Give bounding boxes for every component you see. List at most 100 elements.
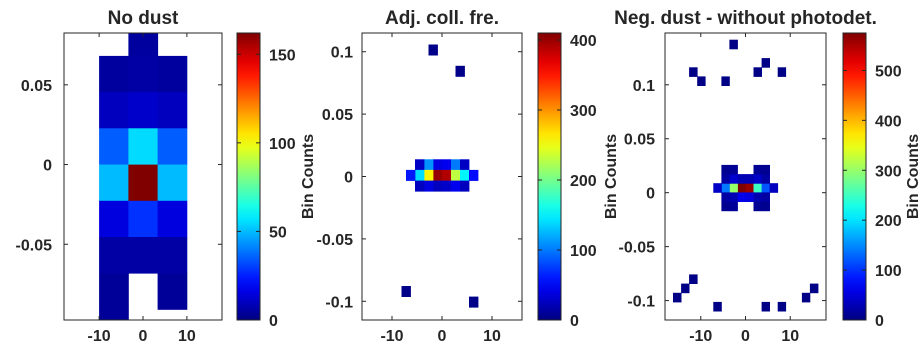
heatmap-cell	[753, 67, 762, 77]
heatmap-cell	[424, 169, 434, 181]
heatmap-cell	[753, 192, 762, 202]
heatmap-cell	[697, 76, 706, 86]
x-tick-label: -10	[380, 328, 403, 345]
heatmap-cell	[99, 55, 129, 93]
heatmap-cell	[157, 273, 188, 310]
heatmap-cell	[415, 180, 425, 192]
heatmap-cell	[460, 169, 470, 181]
x-tick-label: 0	[139, 328, 148, 345]
heatmap-cell	[809, 283, 819, 294]
heatmap-cell	[157, 164, 188, 202]
heatmap-cell	[721, 164, 730, 175]
heatmap-cell	[157, 92, 188, 129]
heatmap-cell	[777, 301, 787, 312]
heatmap-cell	[460, 159, 470, 171]
axes-frame	[63, 32, 223, 321]
heatmap-cell	[469, 169, 479, 181]
heatmap-cell	[128, 164, 159, 202]
heatmap-cell	[721, 201, 730, 212]
heatmap-cell	[157, 128, 188, 165]
x-tick-label: 10	[178, 328, 196, 345]
heatmap-cell	[128, 200, 159, 238]
y-tick-label: 0	[344, 170, 353, 187]
heatmap-cell	[415, 169, 425, 181]
colorbar-tick-label: 100	[269, 136, 296, 153]
heatmap-cell	[737, 174, 746, 184]
heatmap-cell	[777, 67, 787, 77]
heatmap-cell	[455, 65, 465, 77]
colorbar-label: Bin Counts	[603, 134, 620, 219]
heatmap-cell	[428, 44, 438, 56]
colorbar-tick-label: 200	[570, 173, 597, 190]
heatmap-cell	[753, 174, 762, 184]
heatmap-cell	[729, 201, 738, 212]
heatmap-cell	[769, 183, 779, 193]
heatmap-cell	[157, 55, 188, 93]
colorbar-tick-label: 50	[269, 224, 287, 241]
heatmap-cell	[713, 183, 722, 193]
heatmap-cell	[753, 183, 762, 193]
heatmap-cell	[451, 180, 461, 192]
heatmap-panel-neg-dust: -10 0 10 -0.1 -0.05 0 0.05 0.1 Neg. dust - witho…	[603, 8, 921, 345]
x-tick-label: 0	[741, 328, 750, 345]
heatmap-cell	[433, 169, 443, 181]
y-tick-label: 0.05	[21, 78, 52, 95]
heatmap-cells	[99, 33, 188, 320]
y-tick-label: 0	[43, 158, 52, 175]
heatmap-cell	[99, 309, 129, 320]
heatmap-cell	[128, 55, 159, 93]
heatmap-cell	[99, 92, 129, 129]
heatmap-cell	[128, 92, 159, 129]
y-tick-label: -0.05	[317, 232, 354, 249]
heatmap-cell	[761, 164, 770, 175]
heatmap-cell	[721, 183, 730, 193]
heatmap-cells	[673, 39, 819, 312]
heatmap-cell	[761, 201, 770, 212]
heatmap-cell	[729, 183, 738, 193]
heatmap-cell	[721, 174, 730, 184]
heatmap-cell	[729, 39, 738, 50]
heatmap-cell	[451, 159, 461, 171]
heatmap-cell	[721, 76, 730, 86]
x-tick-label: 10	[483, 328, 501, 345]
heatmap-cell	[99, 237, 129, 274]
colorbar-tick-label: 300	[875, 163, 902, 180]
y-tick-label: 0.1	[331, 45, 353, 62]
heatmap-cell	[761, 174, 770, 184]
y-tick-label: 0.1	[633, 78, 655, 95]
heatmap-cell	[433, 180, 443, 192]
heatmap-cell	[753, 164, 762, 175]
heatmap-panel-adj-coll-fre: -10 0 10 -0.1 -0.05 0 0.05 0.1 Adj. coll. fre. 0 1…	[300, 8, 597, 345]
heatmap-cell	[424, 159, 434, 171]
y-tick-label: -0.05	[619, 240, 656, 257]
heatmap-cell	[713, 301, 722, 312]
heatmap-cell	[753, 201, 762, 212]
y-tick-label: 0.05	[322, 107, 353, 124]
heatmap-cell	[460, 180, 470, 192]
heatmap-cell	[442, 180, 452, 192]
heatmap-cell	[689, 274, 698, 284]
y-tick-label: -0.05	[16, 237, 53, 254]
chart-title: No dust	[108, 8, 179, 29]
heatmap-cell	[745, 174, 754, 184]
heatmap-cell	[761, 301, 770, 312]
heatmap-cell	[157, 237, 188, 274]
heatmap-cell	[721, 192, 730, 202]
chart-title: Adj. coll. fre.	[385, 8, 499, 29]
heatmap-cell	[99, 128, 129, 165]
heatmap-cell	[761, 58, 770, 68]
heatmap-cell	[745, 192, 754, 202]
axes-frame	[361, 32, 523, 321]
heatmap-cell	[737, 183, 746, 193]
heatmap-cell	[433, 159, 443, 171]
heatmap-cell	[99, 200, 129, 238]
axes-frame	[664, 32, 827, 321]
x-tick-label: -10	[88, 328, 111, 345]
heatmap-cell	[469, 296, 479, 308]
heatmap-cell	[729, 174, 738, 184]
heatmap-cell	[681, 283, 690, 294]
heatmap-cell	[745, 183, 754, 193]
heatmap-cell	[415, 159, 425, 171]
colorbar-tick-label: 500	[875, 63, 902, 80]
x-tick-label: -10	[689, 328, 712, 345]
